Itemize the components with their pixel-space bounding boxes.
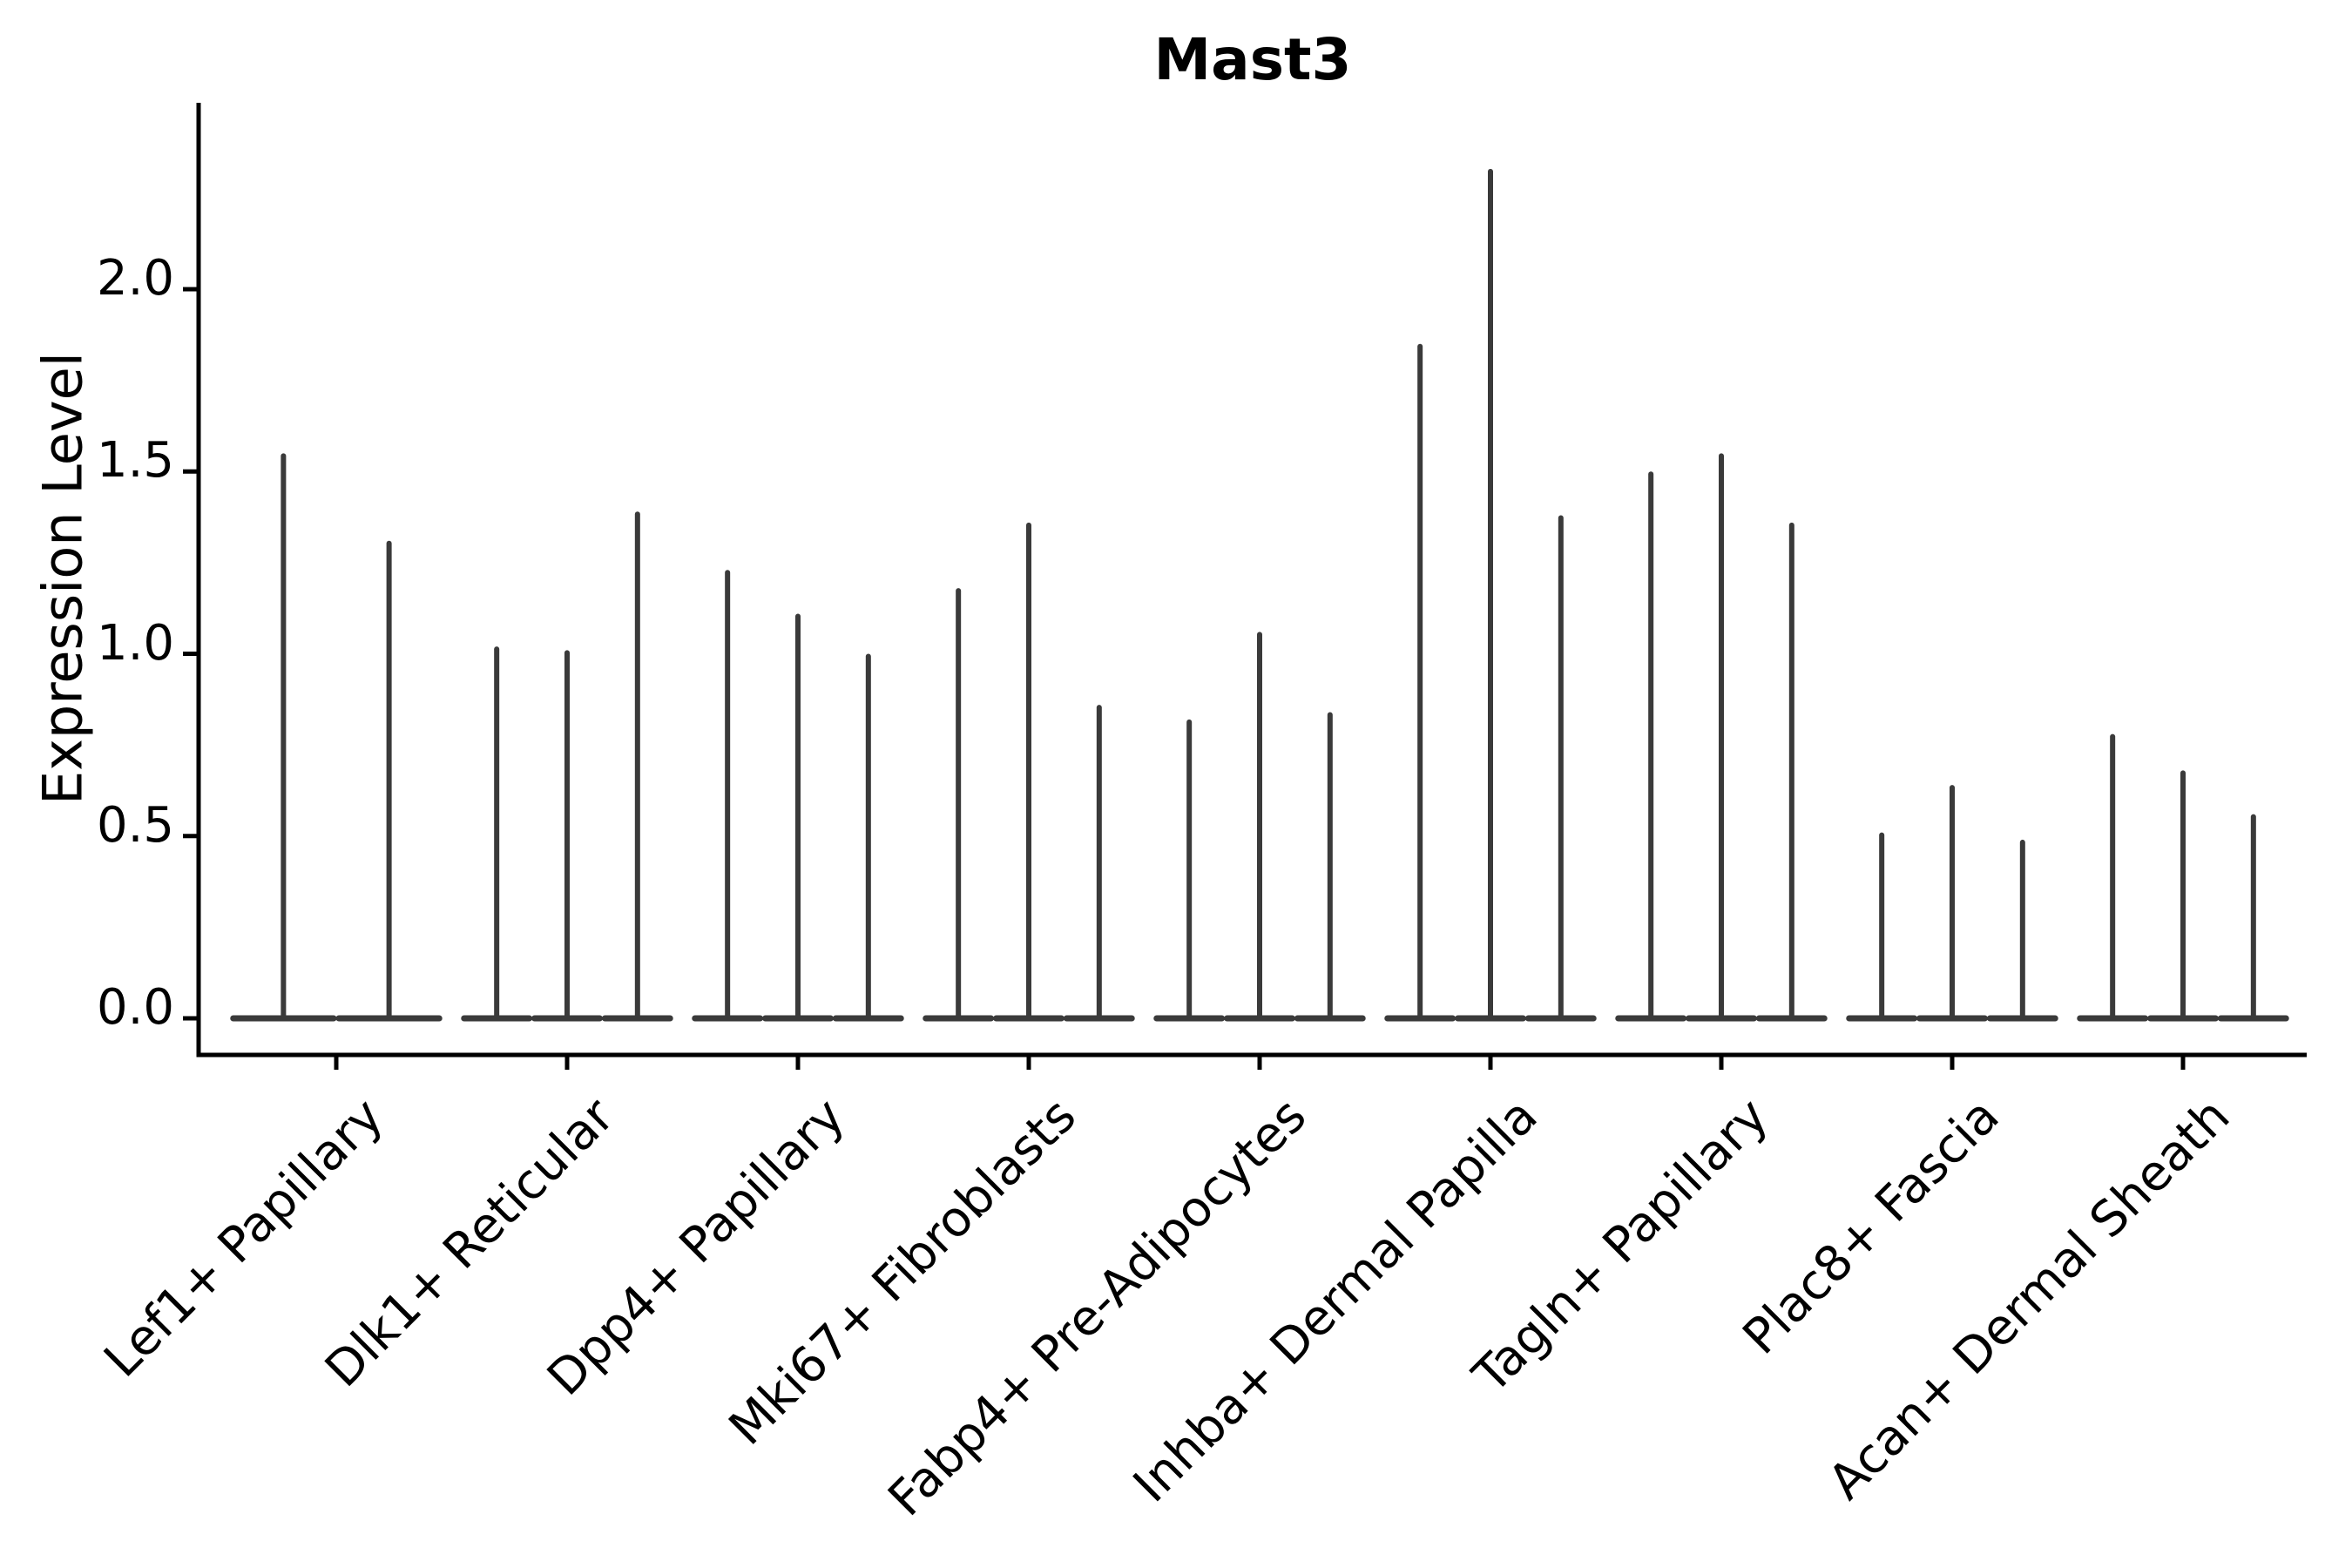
- y-tick-label: 1.0: [96, 614, 174, 672]
- y-tick-label: 0.0: [96, 979, 174, 1036]
- y-tick-label: 1.5: [96, 432, 174, 490]
- y-tick-label: 2.0: [96, 250, 174, 307]
- chart-title: Mast3: [1153, 26, 1352, 93]
- y-tick-label: 0.5: [96, 796, 174, 854]
